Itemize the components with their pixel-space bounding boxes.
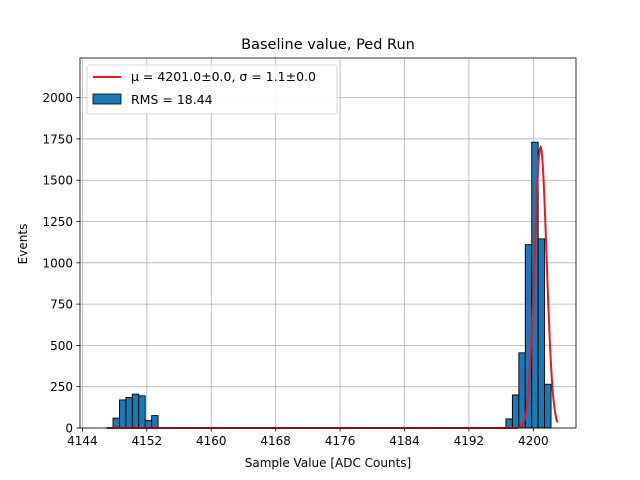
plot-frame xyxy=(79,57,577,429)
y-tick-label: 1000 xyxy=(42,256,73,270)
histogram-bar xyxy=(131,393,140,429)
x-tick-label: 4176 xyxy=(325,434,356,448)
legend-box xyxy=(86,64,338,115)
x-axis-label: Sample Value [ADC Counts] xyxy=(245,456,411,470)
x-tick-label: 4152 xyxy=(132,434,163,448)
histogram-bar xyxy=(511,394,520,429)
histogram-bar xyxy=(151,415,159,429)
y-tick-label: 1750 xyxy=(42,132,73,146)
x-tick-label: 4192 xyxy=(454,434,485,448)
y-tick-label: 1500 xyxy=(42,174,73,188)
y-tick-label: 750 xyxy=(50,298,73,312)
y-tick-label: 250 xyxy=(50,380,73,394)
histogram-bar xyxy=(119,399,127,429)
chart-title: Baseline value, Ped Run xyxy=(241,37,415,53)
x-tick-label: 4200 xyxy=(518,434,549,448)
y-tick-label: 2000 xyxy=(42,91,73,105)
x-tick-label: 4160 xyxy=(196,434,227,448)
legend-fit-label: μ = 4201.0±0.0, σ = 1.1±0.0 xyxy=(131,69,316,84)
x-tick-label: 4144 xyxy=(67,434,98,448)
histogram-bar xyxy=(112,417,120,429)
legend-hist-label: RMS = 18.44 xyxy=(131,92,213,107)
legend: μ = 4201.0±0.0, σ = 1.1±0.0 RMS = 18.44 xyxy=(86,64,338,115)
histogram-bars xyxy=(112,141,552,429)
histogram-bar xyxy=(544,383,552,429)
histogram-bar xyxy=(505,418,513,429)
y-axis-label: Events xyxy=(16,224,30,265)
axis-ticks: 4144 4152 4160 4168 4176 4184 4192 4200 0 250 500 7… xyxy=(42,91,548,448)
y-tick-label: 500 xyxy=(50,339,73,353)
x-tick-label: 4168 xyxy=(260,434,291,448)
y-tick-label: 1250 xyxy=(42,215,73,229)
histogram-bar xyxy=(125,396,133,429)
legend-hist-swatch xyxy=(92,93,122,105)
y-tick-label: 0 xyxy=(65,422,73,436)
histogram-bar xyxy=(537,238,546,429)
x-tick-label: 4184 xyxy=(389,434,420,448)
histogram-bar xyxy=(138,395,146,429)
histogram-bar xyxy=(144,420,153,429)
